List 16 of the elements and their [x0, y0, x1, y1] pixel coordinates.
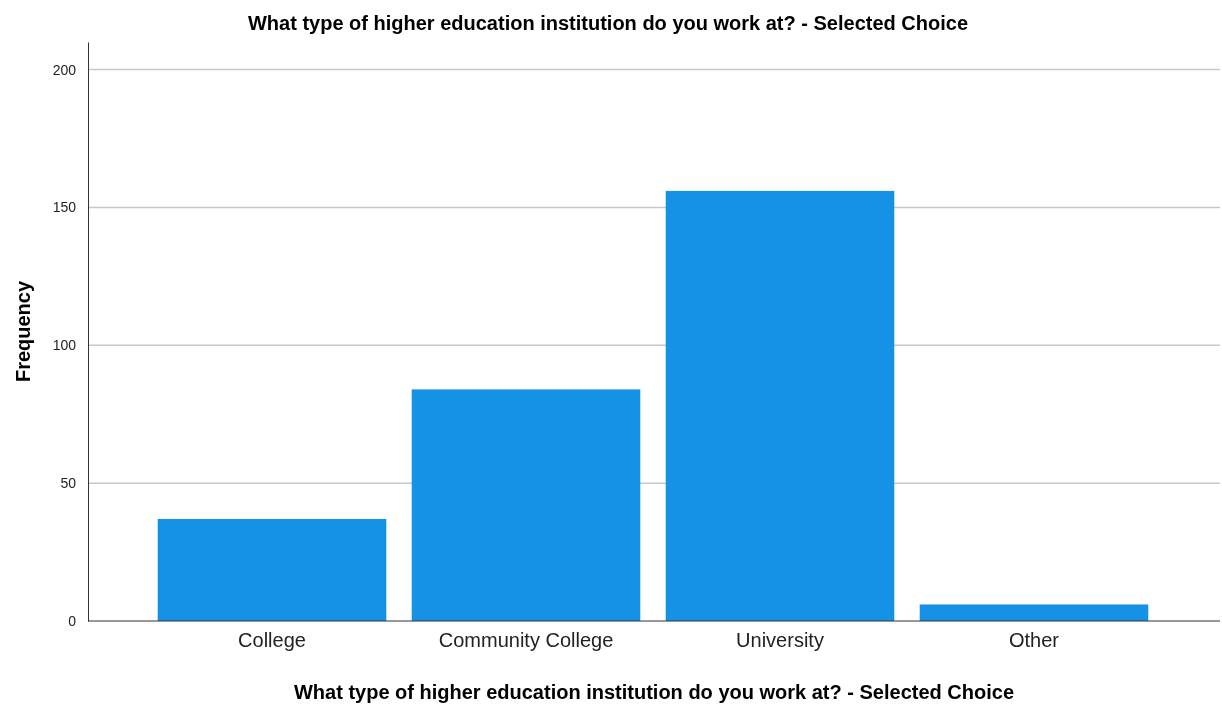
- bar: [157, 518, 387, 621]
- bar: [665, 190, 895, 621]
- x-axis-title: What type of higher education institution do you work at? - Selected Choice: [293, 681, 1015, 703]
- x-tick-label: Other: [1008, 629, 1060, 652]
- x-tick-label: Community College: [438, 629, 614, 652]
- y-tick-label: 0: [68, 612, 77, 629]
- y-tick-label: 100: [52, 337, 77, 354]
- y-tick-label: 200: [52, 61, 77, 78]
- y-tick-label: 50: [60, 475, 77, 492]
- y-axis-title: Frequency: [12, 280, 34, 383]
- y-tick-label: 150: [52, 199, 77, 216]
- x-tick-label: College: [238, 629, 306, 652]
- chart-title: What type of higher education institution do you work at? - Selected Choice: [247, 12, 969, 34]
- bar: [919, 604, 1149, 621]
- bar: [411, 389, 641, 621]
- x-tick-label: University: [736, 629, 824, 652]
